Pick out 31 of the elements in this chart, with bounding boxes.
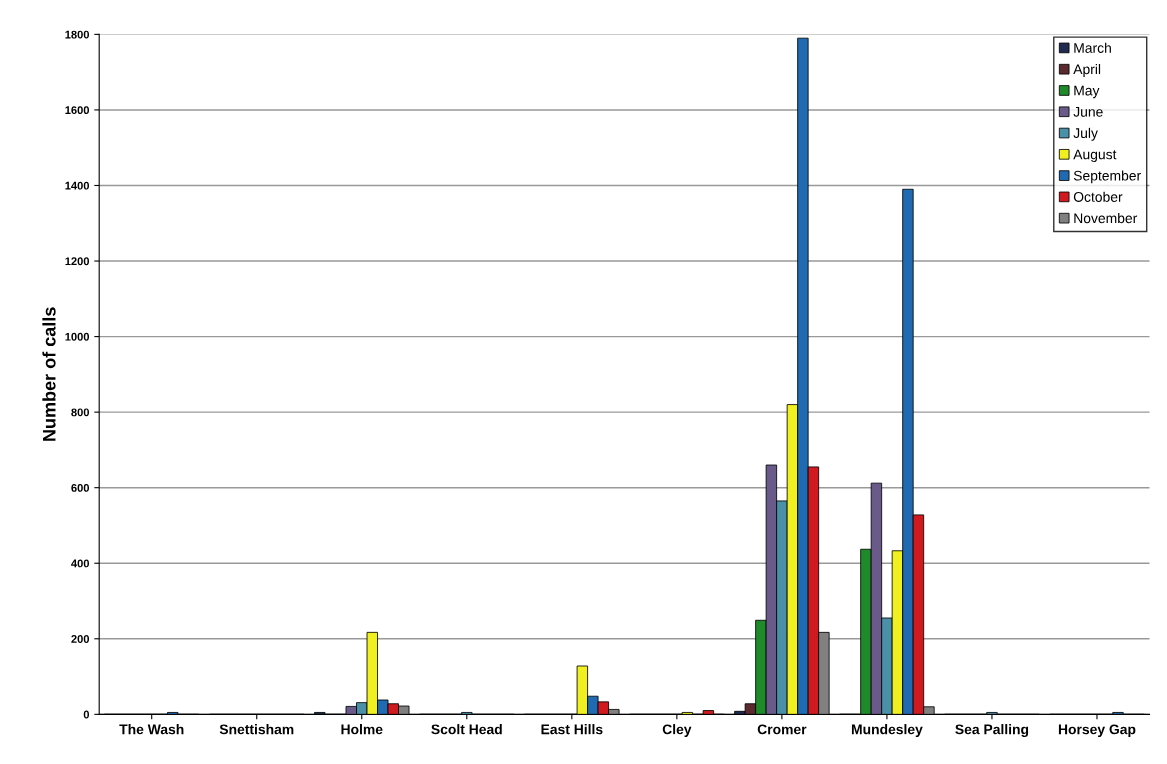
x-tick-label: Cromer: [757, 724, 807, 735]
x-tick-label: Horsey Gap: [1058, 724, 1136, 738]
legend-label: July: [1073, 127, 1098, 141]
legend-label: October: [1073, 191, 1123, 202]
legend-label: September: [1073, 170, 1141, 184]
y-tick-label: 800: [71, 408, 90, 417]
legend-label: May: [1074, 85, 1100, 99]
y-tick-label: 0: [83, 710, 90, 719]
x-tick-label: East Hills: [541, 724, 603, 735]
y-tick-label: 1400: [65, 181, 90, 190]
y-tick-label: 200: [71, 635, 90, 643]
legend-label: June: [1073, 107, 1103, 117]
y-tick-label: 1200: [65, 257, 90, 266]
legend-label: August: [1073, 149, 1117, 163]
y-tick-label: 1600: [65, 106, 90, 115]
y-tick-label: 600: [71, 483, 90, 492]
legend-label: November: [1074, 212, 1138, 224]
y-tick-label: 400: [71, 559, 90, 568]
bar: [702, 710, 715, 715]
x-tick-label: Scolt Head: [431, 724, 502, 735]
x-tick-label: Mundesley: [851, 724, 923, 738]
legend-label: April: [1073, 63, 1101, 77]
y-axis-title: Number of calls: [42, 307, 56, 441]
y-tick-label: 1800: [65, 30, 90, 39]
x-tick-label: Cley: [662, 724, 692, 738]
x-tick-label: Sea Palling: [955, 724, 1029, 738]
x-tick-label: The Wash: [119, 724, 184, 735]
x-tick-label: Holme: [341, 724, 383, 735]
legend-label: March: [1074, 42, 1111, 53]
y-tick-label: 1000: [65, 332, 90, 341]
x-tick-label: Snettisham: [219, 724, 294, 735]
